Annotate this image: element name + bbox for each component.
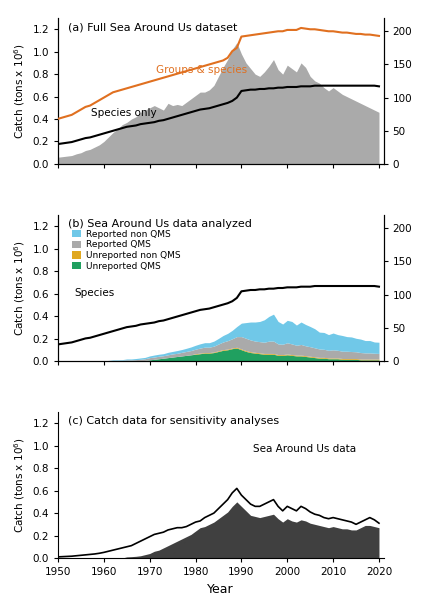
Text: FAO data: FAO data [214, 478, 261, 488]
Y-axis label: Catch (tons x 10$^6$): Catch (tons x 10$^6$) [12, 437, 27, 533]
Text: (b) Sea Around Us data analyzed: (b) Sea Around Us data analyzed [68, 220, 252, 229]
Text: Sea Around Us data: Sea Around Us data [253, 444, 356, 454]
X-axis label: Year: Year [207, 583, 234, 596]
Text: Species: Species [74, 288, 115, 298]
Text: (a) Full Sea Around Us dataset: (a) Full Sea Around Us dataset [68, 22, 237, 32]
Legend: Reported non QMS, Reported QMS, Unreported non QMS, Unreported QMS: Reported non QMS, Reported QMS, Unreport… [72, 230, 181, 271]
Text: Species only: Species only [91, 109, 156, 118]
Y-axis label: Catch (tons x 10$^6$): Catch (tons x 10$^6$) [12, 240, 27, 336]
Y-axis label: Catch (tons x 10$^6$): Catch (tons x 10$^6$) [12, 43, 27, 139]
Text: Groups & species: Groups & species [156, 65, 247, 75]
Text: (c) Catch data for sensitivity analyses: (c) Catch data for sensitivity analyses [68, 416, 279, 427]
